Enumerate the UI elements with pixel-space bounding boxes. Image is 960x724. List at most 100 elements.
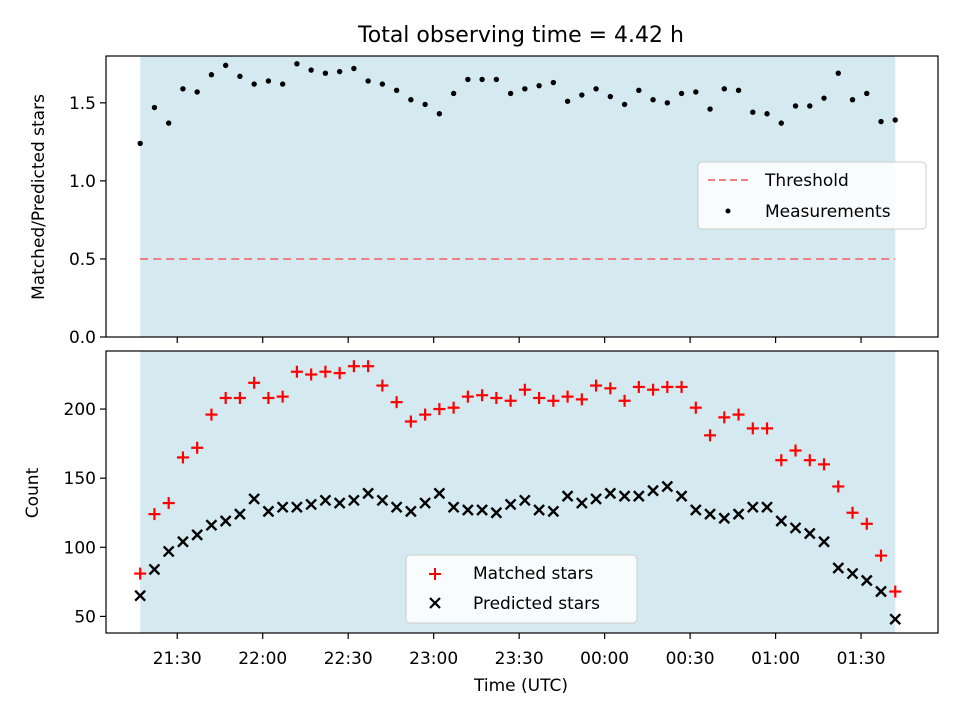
matched-stars-point bbox=[461, 390, 474, 403]
predicted-stars-point bbox=[789, 522, 802, 534]
matched-stars-point bbox=[832, 480, 845, 493]
matched-stars-point bbox=[276, 390, 289, 403]
y-tick-label: 150 bbox=[64, 469, 96, 489]
predicted-stars-point bbox=[219, 515, 232, 527]
predicted-stars-point bbox=[519, 494, 531, 507]
measurement-point bbox=[379, 81, 386, 87]
matched-stars-point bbox=[404, 415, 417, 428]
count-plot-frame bbox=[105, 350, 939, 634]
predicted-stars-point bbox=[490, 506, 503, 519]
predicted-stars-point bbox=[803, 527, 816, 540]
matched-stars-point bbox=[718, 411, 731, 424]
measurement-point bbox=[536, 82, 542, 89]
matched-stars-point bbox=[732, 408, 745, 421]
predicted-stars-point bbox=[718, 512, 731, 525]
predicted-stars-point bbox=[462, 504, 474, 516]
matched-stars-point bbox=[746, 422, 759, 435]
matched-stars-point bbox=[305, 368, 318, 381]
measurement-point bbox=[308, 67, 314, 73]
measurement-point bbox=[522, 86, 528, 92]
measurement-point bbox=[194, 89, 200, 95]
predicted-stars-point bbox=[590, 493, 602, 505]
matched-stars-point bbox=[347, 360, 360, 373]
measurement-point bbox=[821, 95, 827, 101]
predicted-legend-label: Predicted stars bbox=[473, 594, 600, 614]
measurement-point bbox=[707, 106, 713, 112]
measurement-point bbox=[365, 78, 371, 84]
x-tick-label: 00:00 bbox=[580, 649, 629, 669]
y-tick-label: 100 bbox=[64, 538, 96, 558]
predicted-stars-point bbox=[262, 505, 275, 518]
chart-title: Total observing time = 4.42 h bbox=[357, 23, 684, 48]
matched-stars-point bbox=[618, 394, 631, 407]
measurement-point bbox=[507, 90, 514, 97]
x-tick-label: 23:30 bbox=[495, 649, 544, 669]
matched-stars-point bbox=[590, 379, 603, 392]
matched-stars-point bbox=[818, 458, 831, 471]
measurement-point bbox=[479, 76, 485, 83]
predicted-stars-point bbox=[761, 501, 773, 514]
matched-stars-point bbox=[333, 367, 346, 380]
count-y-axis-label: Count bbox=[23, 467, 43, 518]
predicted-stars-point bbox=[575, 497, 588, 509]
predicted-stars-point bbox=[889, 613, 902, 626]
matched-stars-point bbox=[875, 549, 888, 562]
measurement-point bbox=[422, 101, 428, 108]
matched-stars-point bbox=[319, 365, 332, 378]
measurement-point bbox=[579, 92, 585, 98]
measurement-point bbox=[137, 140, 143, 147]
x-tick-label: 00:30 bbox=[666, 649, 715, 669]
measurement-point bbox=[621, 101, 628, 108]
predicted-stars-point bbox=[148, 563, 161, 576]
count-panel: 50 100 150 200 21:30 22:00 22:30 23:00 23:30 00:… bbox=[23, 350, 939, 669]
ratio-legend-box bbox=[697, 161, 927, 230]
measurement-point bbox=[735, 87, 742, 94]
measurement-point bbox=[393, 87, 400, 94]
predicted-stars-point bbox=[860, 574, 873, 587]
predicted-stars-point bbox=[134, 589, 147, 602]
matched-stars-point bbox=[575, 393, 588, 406]
measurement-point bbox=[436, 111, 443, 117]
measurements-legend-label: Measurements bbox=[765, 202, 891, 222]
predicted-stars-point bbox=[604, 487, 617, 500]
matched-stars-point bbox=[376, 379, 389, 392]
predicted-stars-point bbox=[333, 497, 346, 509]
measurement-point bbox=[892, 117, 898, 123]
matched-stars-point bbox=[362, 360, 375, 373]
predicted-stars-point bbox=[319, 494, 332, 507]
measurement-point bbox=[678, 90, 685, 97]
matched-stars-point bbox=[134, 567, 147, 580]
measurement-point bbox=[251, 81, 257, 87]
measurement-point bbox=[180, 86, 186, 92]
measurement-point bbox=[693, 89, 699, 95]
matched-stars-point bbox=[860, 517, 873, 530]
matched-stars-point bbox=[647, 383, 660, 396]
matched-stars-point bbox=[704, 429, 717, 442]
matched-stars-point bbox=[148, 508, 161, 521]
matched-stars-point bbox=[761, 422, 774, 435]
matched-stars-point bbox=[533, 392, 546, 404]
predicted-stars-point bbox=[875, 585, 887, 598]
count-legend: Matched stars Predicted stars bbox=[405, 554, 638, 624]
measurement-point bbox=[550, 79, 557, 86]
measurement-point bbox=[408, 97, 414, 103]
measurement-point bbox=[835, 70, 841, 76]
predicted-stars-point bbox=[248, 493, 261, 505]
predicted-stars-point bbox=[177, 535, 189, 548]
measurements-legend-swatch bbox=[725, 208, 731, 214]
measurement-point bbox=[351, 65, 357, 72]
matched-stars-point bbox=[390, 396, 403, 409]
predicted-stars-point bbox=[533, 504, 545, 516]
matched-stars-point bbox=[846, 506, 859, 519]
measurement-point bbox=[564, 98, 571, 104]
predicted-stars-point bbox=[276, 501, 289, 514]
matched-stars-point bbox=[561, 390, 574, 403]
matched-stars-point bbox=[162, 497, 175, 510]
count-legend-box bbox=[405, 554, 638, 624]
measurement-point bbox=[778, 120, 784, 126]
ratio-legend: Threshold Measurements bbox=[697, 161, 927, 230]
predicted-stars-point bbox=[205, 519, 218, 532]
matched-stars-point bbox=[290, 365, 303, 378]
predicted-stars-point bbox=[704, 508, 716, 520]
